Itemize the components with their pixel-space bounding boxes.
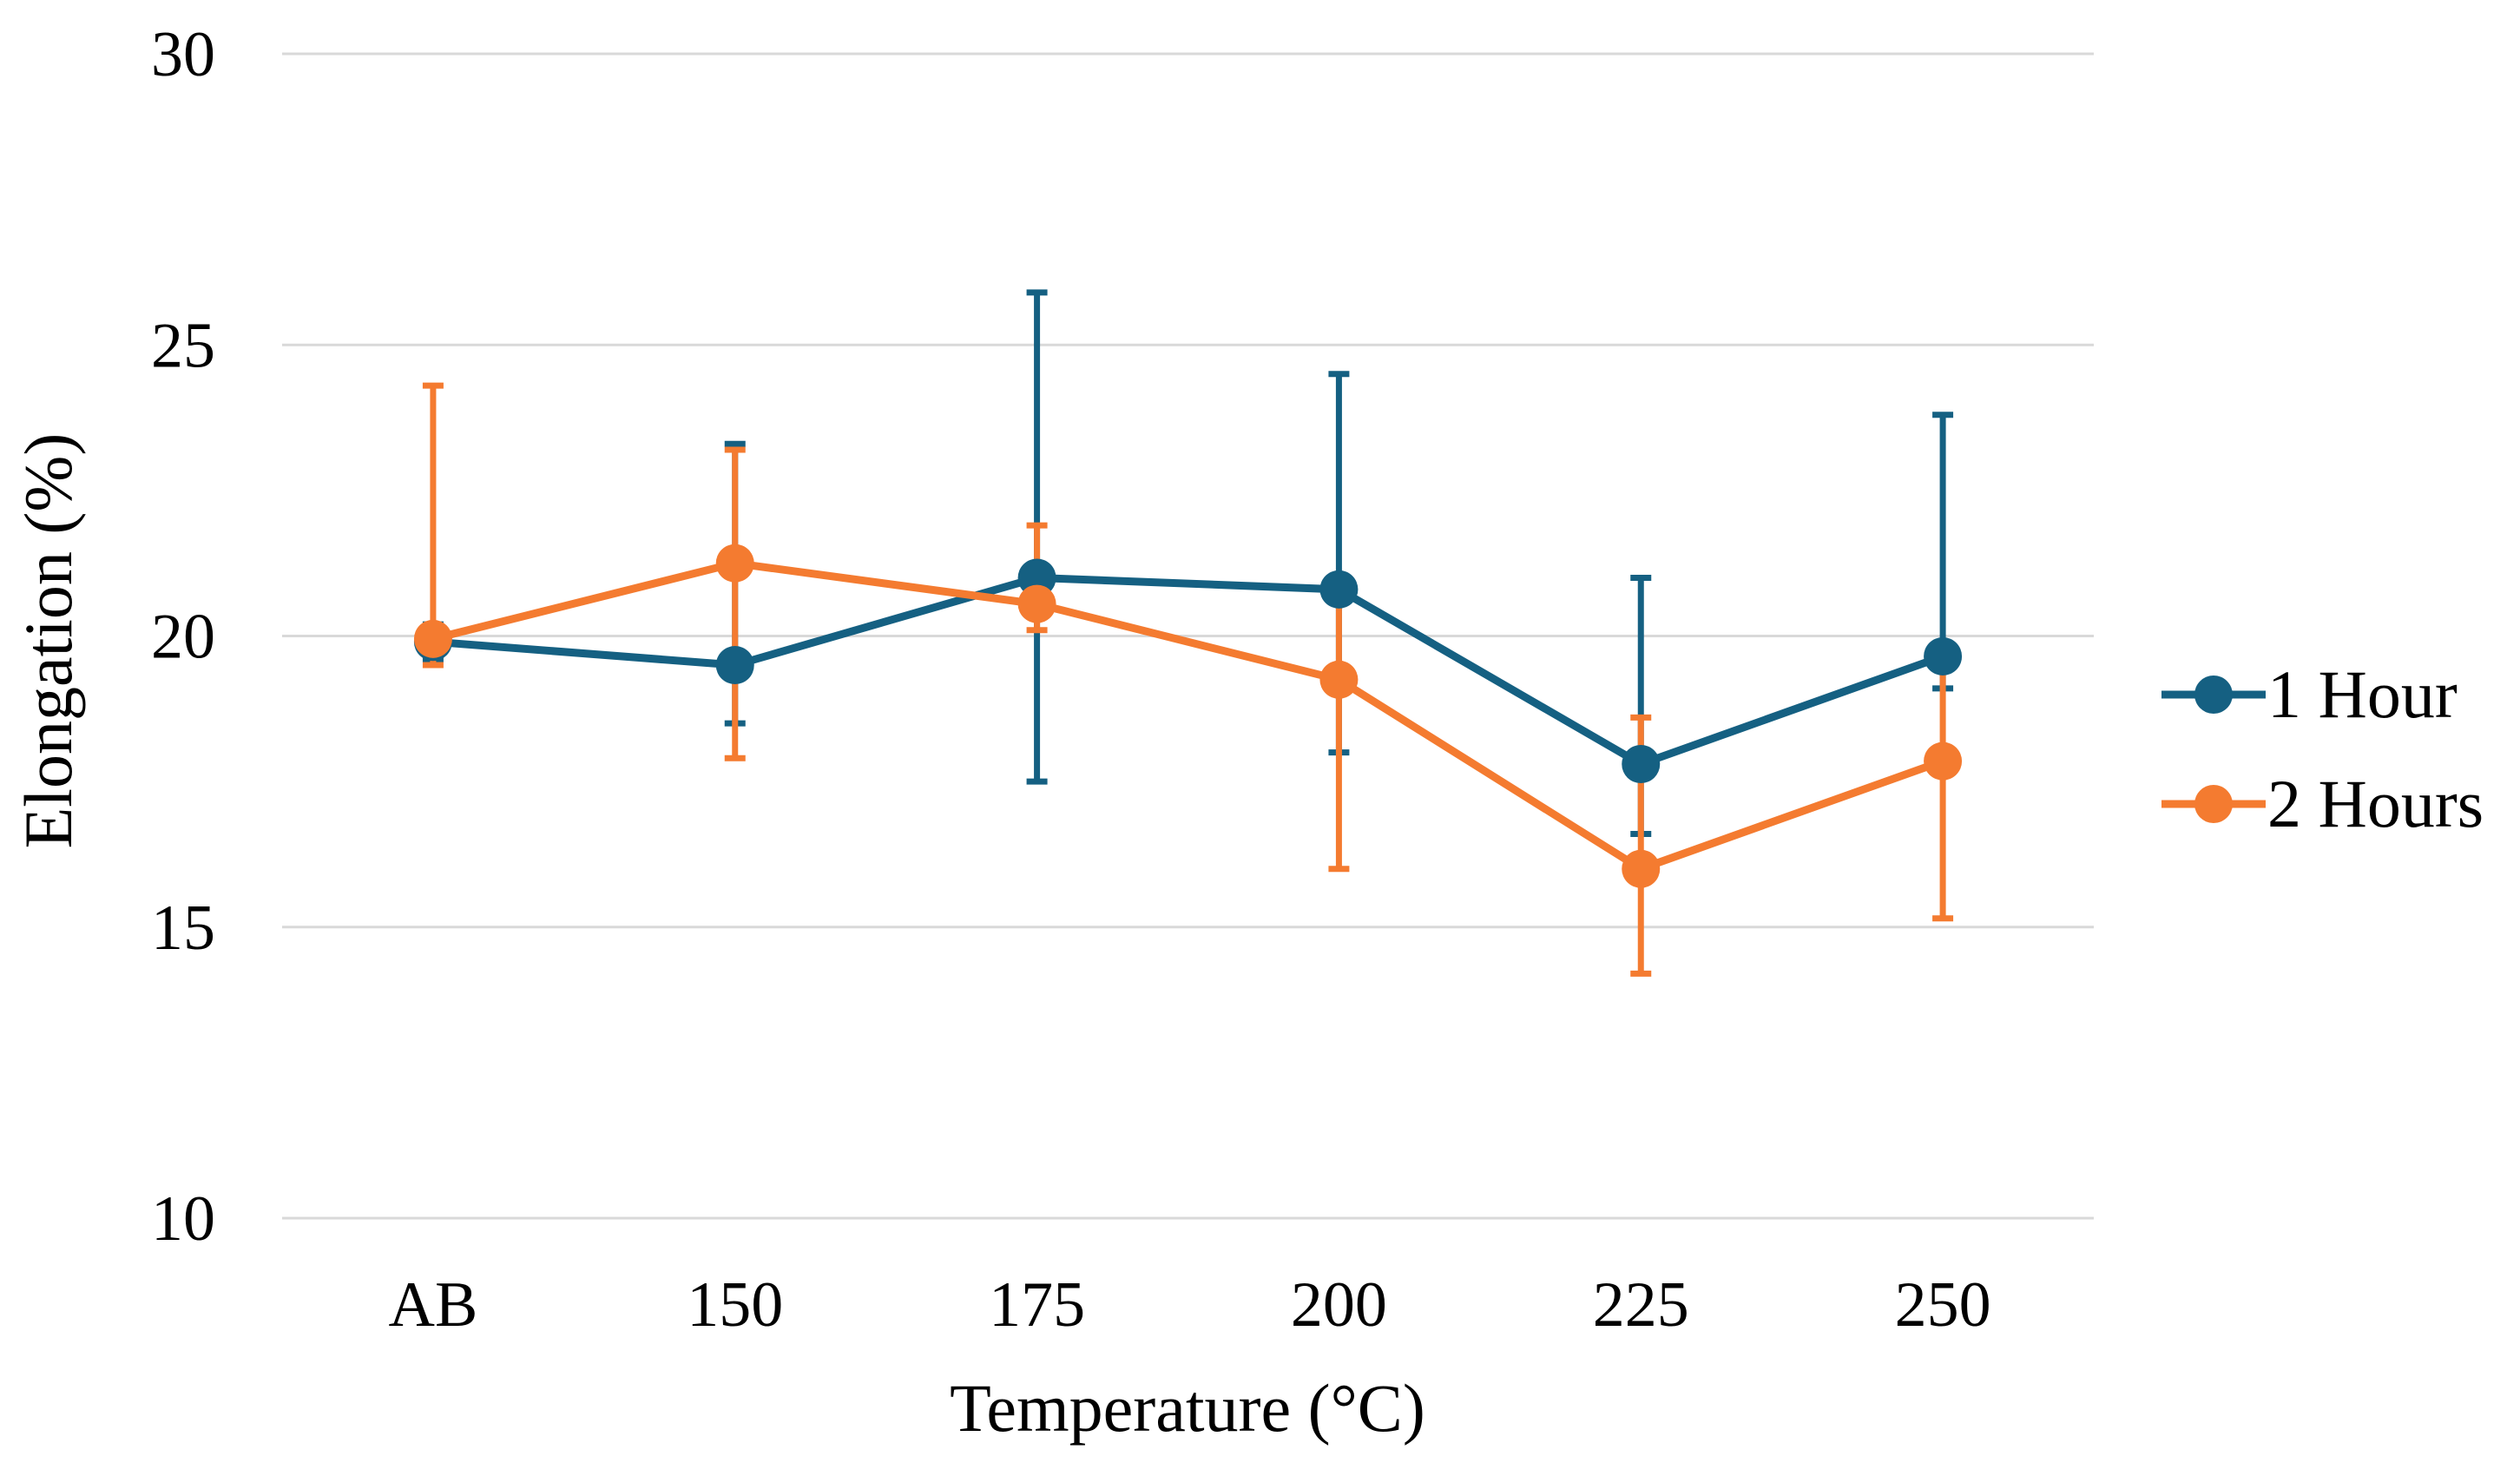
series-2-point xyxy=(715,544,754,583)
series-1-point xyxy=(1622,745,1661,784)
legend-swatch-marker xyxy=(2194,675,2233,714)
x-axis-ticks: AB 150 175 200 225 250 xyxy=(389,1269,1991,1341)
series-points xyxy=(413,544,1963,888)
x-tick-label: AB xyxy=(389,1269,478,1341)
legend: 1 Hour 2 Hours xyxy=(2161,656,2484,841)
error-bars xyxy=(422,289,1954,977)
x-tick-label: 175 xyxy=(989,1269,1085,1341)
series-1-line xyxy=(432,573,1944,768)
x-tick-label: 150 xyxy=(687,1269,783,1341)
series-2-point xyxy=(1924,741,1963,781)
x-axis-title: Temperature (°C) xyxy=(950,1370,1425,1446)
legend-item-2: 2 Hours xyxy=(2161,766,2484,841)
x-tick-label: 250 xyxy=(1895,1269,1991,1341)
y-tick-label: 25 xyxy=(151,310,215,381)
x-tick-label: 225 xyxy=(1593,1269,1689,1341)
series-1-point xyxy=(715,646,754,685)
y-tick-label: 20 xyxy=(151,602,215,673)
series-2-point xyxy=(413,619,452,658)
y-tick-label: 15 xyxy=(151,893,215,964)
y-axis-ticks: 10 15 20 25 30 xyxy=(151,19,215,1255)
legend-label: 2 Hours xyxy=(2267,766,2484,841)
legend-label: 1 Hour xyxy=(2267,656,2457,732)
y-axis-title: Elongation (%) xyxy=(10,433,86,849)
y-tick-label: 10 xyxy=(151,1183,215,1255)
series-1-point xyxy=(1319,570,1359,609)
y-tick-label: 30 xyxy=(151,19,215,90)
series-2-point xyxy=(1017,584,1056,623)
series-2-point xyxy=(1319,660,1359,699)
series-2-point xyxy=(1622,849,1661,888)
series-2-line xyxy=(431,559,1944,873)
legend-swatch-marker xyxy=(2194,785,2233,823)
series-1-point xyxy=(1017,558,1056,597)
gridlines xyxy=(282,52,2094,1220)
x-tick-label: 200 xyxy=(1291,1269,1387,1341)
legend-item-1: 1 Hour xyxy=(2161,656,2457,732)
series-1-point xyxy=(1924,636,1963,675)
series-lines xyxy=(431,559,1944,873)
